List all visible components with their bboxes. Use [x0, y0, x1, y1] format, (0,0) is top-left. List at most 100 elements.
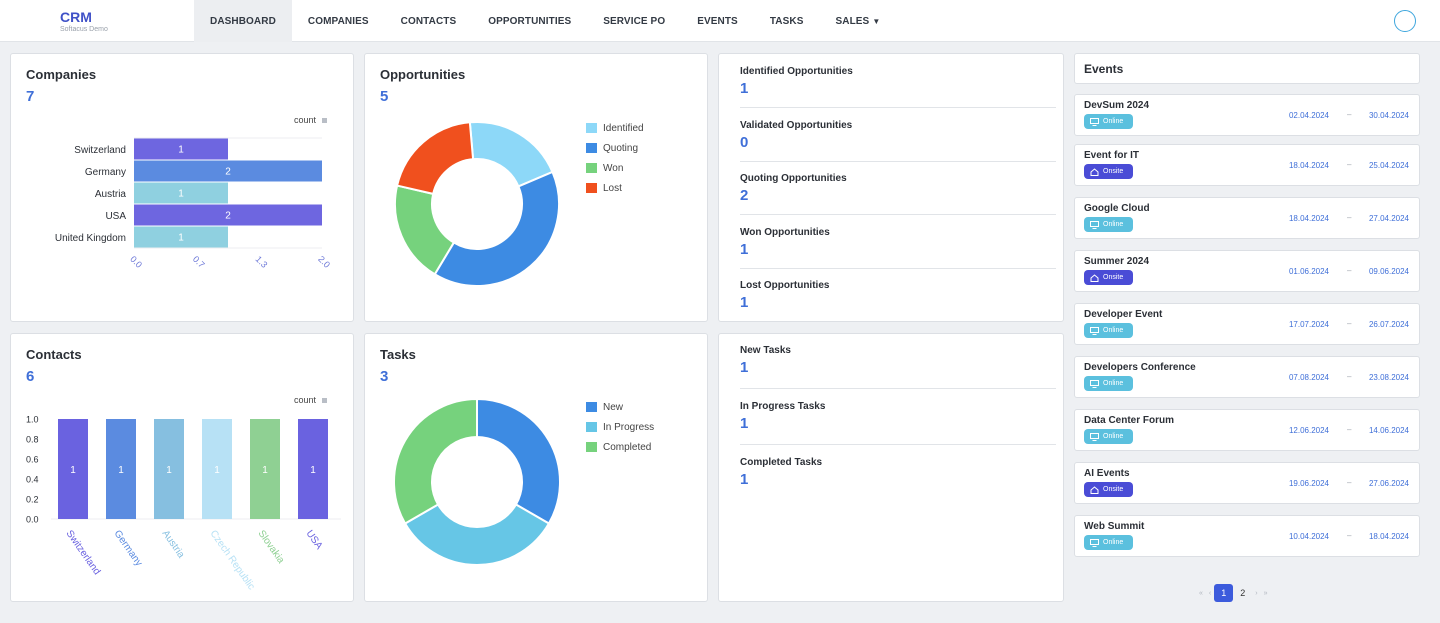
task-stats-card: New Tasks 1 In Progress Tasks 1 Completed … — [718, 333, 1064, 602]
event-item[interactable]: Developer Event Online 17.07.2024 – 26.07.20… — [1074, 303, 1420, 345]
last-page-icon[interactable]: » — [1263, 589, 1268, 597]
event-type-label: Online — [1103, 221, 1124, 228]
event-item[interactable]: Summer 2024 Onsite 01.06.2024 – 09.06.2024 — [1074, 250, 1420, 292]
bar — [134, 138, 228, 160]
legend-swatch — [586, 442, 597, 452]
legend-item[interactable]: Identified — [586, 118, 644, 138]
event-item[interactable]: DevSum 2024 Online 02.04.2024 – 30.04.2024 — [1074, 94, 1420, 136]
event-start-date: 12.06.2024 — [1288, 426, 1329, 435]
stat-value: 1 — [740, 294, 749, 311]
brand[interactable]: CRM Softacus Demo — [60, 9, 108, 33]
nav-opportunities[interactable]: OPPORTUNITIES — [472, 0, 587, 42]
y-tick-label: 0.4 — [26, 475, 39, 485]
first-page-icon[interactable]: « — [1199, 589, 1203, 597]
stat-value: 1 — [740, 359, 749, 376]
bar — [298, 419, 328, 519]
date-separator: – — [1347, 319, 1352, 328]
event-item[interactable]: Data Center Forum Online 12.06.2024 – 14.06.… — [1074, 409, 1420, 451]
x-tick-label: USA — [304, 528, 325, 551]
house-icon — [1090, 273, 1099, 282]
event-name: Event for IT — [1084, 150, 1140, 161]
date-separator: – — [1347, 213, 1352, 222]
brand-subtitle: Softacus Demo — [60, 26, 108, 33]
event-type-label: Onsite — [1103, 486, 1124, 493]
stat-lost: Lost Opportunities 1 — [740, 280, 1056, 318]
legend-label: count — [294, 115, 317, 125]
legend-item[interactable]: Lost — [586, 178, 644, 198]
legend-label: Identified — [603, 122, 644, 134]
legend-swatch — [586, 143, 597, 153]
page-button[interactable]: 1 — [1214, 584, 1234, 602]
nav-service-po[interactable]: SERVICE PO — [587, 0, 681, 42]
monitor-icon — [1090, 117, 1099, 126]
card-count: 6 — [26, 368, 35, 385]
event-type-badge: Online — [1084, 376, 1133, 391]
event-start-date: 10.04.2024 — [1288, 532, 1329, 541]
event-type-label: Online — [1103, 118, 1124, 125]
bar-data-label: 1 — [118, 465, 124, 476]
opportunity-stats-card: Identified Opportunities 1 Validated Oppo… — [718, 53, 1064, 322]
nav-tasks[interactable]: TASKS — [754, 0, 820, 42]
page-button[interactable]: 2 — [1240, 588, 1246, 598]
event-type-label: Online — [1103, 380, 1124, 387]
legend-item[interactable]: Quoting — [586, 138, 644, 158]
stat-label: Completed Tasks — [740, 457, 823, 468]
event-item[interactable]: Web Summit Online 10.04.2024 – 18.04.2024 — [1074, 515, 1420, 557]
nav-contacts[interactable]: CONTACTS — [385, 0, 473, 42]
legend-label: Quoting — [603, 142, 639, 154]
legend-item[interactable]: Won — [586, 158, 644, 178]
legend-item[interactable]: In Progress — [586, 417, 654, 437]
prev-page-icon[interactable]: ‹ — [1208, 589, 1212, 597]
nav-sales[interactable]: SALES ▼ — [819, 0, 896, 42]
nav-dashboard[interactable]: DASHBOARD — [194, 0, 292, 42]
donut-slice — [393, 397, 478, 525]
stat-won: Won Opportunities 1 — [740, 227, 1056, 269]
event-item[interactable]: Developers Conference Online 07.08.2024 – 23… — [1074, 356, 1420, 398]
stat-value: 2 — [740, 187, 749, 204]
event-name: Google Cloud — [1084, 203, 1150, 214]
event-item[interactable]: Google Cloud Online 18.04.2024 – 27.04.2024 — [1074, 197, 1420, 239]
stat-label: Validated Opportunities — [740, 120, 853, 131]
event-type-label: Onsite — [1103, 274, 1124, 281]
user-avatar[interactable] — [1394, 10, 1416, 32]
bar-data-label: 1 — [310, 465, 316, 476]
event-item[interactable]: Event for IT Onsite 18.04.2024 – 25.04.2024 — [1074, 144, 1420, 186]
event-type-label: Online — [1103, 327, 1124, 334]
x-tick-label: Czech Republic — [208, 528, 257, 592]
date-separator: – — [1347, 478, 1352, 487]
event-start-date: 18.04.2024 — [1288, 161, 1329, 170]
event-start-date: 01.06.2024 — [1288, 267, 1329, 276]
event-start-date: 17.07.2024 — [1288, 320, 1329, 329]
event-start-date: 02.04.2024 — [1288, 111, 1329, 120]
bar-data-label: 1 — [178, 233, 184, 244]
legend-swatch — [586, 402, 597, 412]
legend-swatch — [586, 123, 597, 133]
stat-new-tasks: New Tasks 1 — [740, 345, 1056, 389]
event-name: Developer Event — [1084, 309, 1163, 320]
monitor-icon — [1090, 326, 1099, 335]
nav-label: OPPORTUNITIES — [488, 15, 572, 27]
card-title: Contacts — [26, 347, 82, 362]
stat-validated: Validated Opportunities 0 — [740, 120, 1056, 162]
card-count: 3 — [380, 368, 389, 385]
nav-events[interactable]: EVENTS — [681, 0, 754, 42]
x-tick-label: 0.7 — [191, 254, 207, 270]
legend-swatch — [586, 422, 597, 432]
bar-data-label: 2 — [225, 167, 231, 178]
legend-item[interactable]: New — [586, 397, 654, 417]
donut-slice — [395, 121, 475, 196]
x-tick-label: 1.3 — [253, 254, 269, 270]
brand-title: CRM — [60, 9, 92, 25]
bar — [58, 419, 88, 519]
house-icon — [1090, 485, 1099, 494]
next-page-icon[interactable]: › — [1255, 589, 1258, 597]
y-tick-label: Switzerland — [74, 145, 126, 156]
chart-legend: count — [294, 395, 328, 405]
nav-companies[interactable]: COMPANIES — [292, 0, 385, 42]
date-separator: – — [1347, 110, 1352, 119]
bar-data-label: 1 — [166, 465, 172, 476]
event-item[interactable]: AI Events Onsite 19.06.2024 – 27.06.2024 — [1074, 462, 1420, 504]
y-tick-label: Austria — [95, 189, 127, 200]
legend-item[interactable]: Completed — [586, 437, 654, 457]
event-name: Developers Conference — [1084, 362, 1196, 373]
